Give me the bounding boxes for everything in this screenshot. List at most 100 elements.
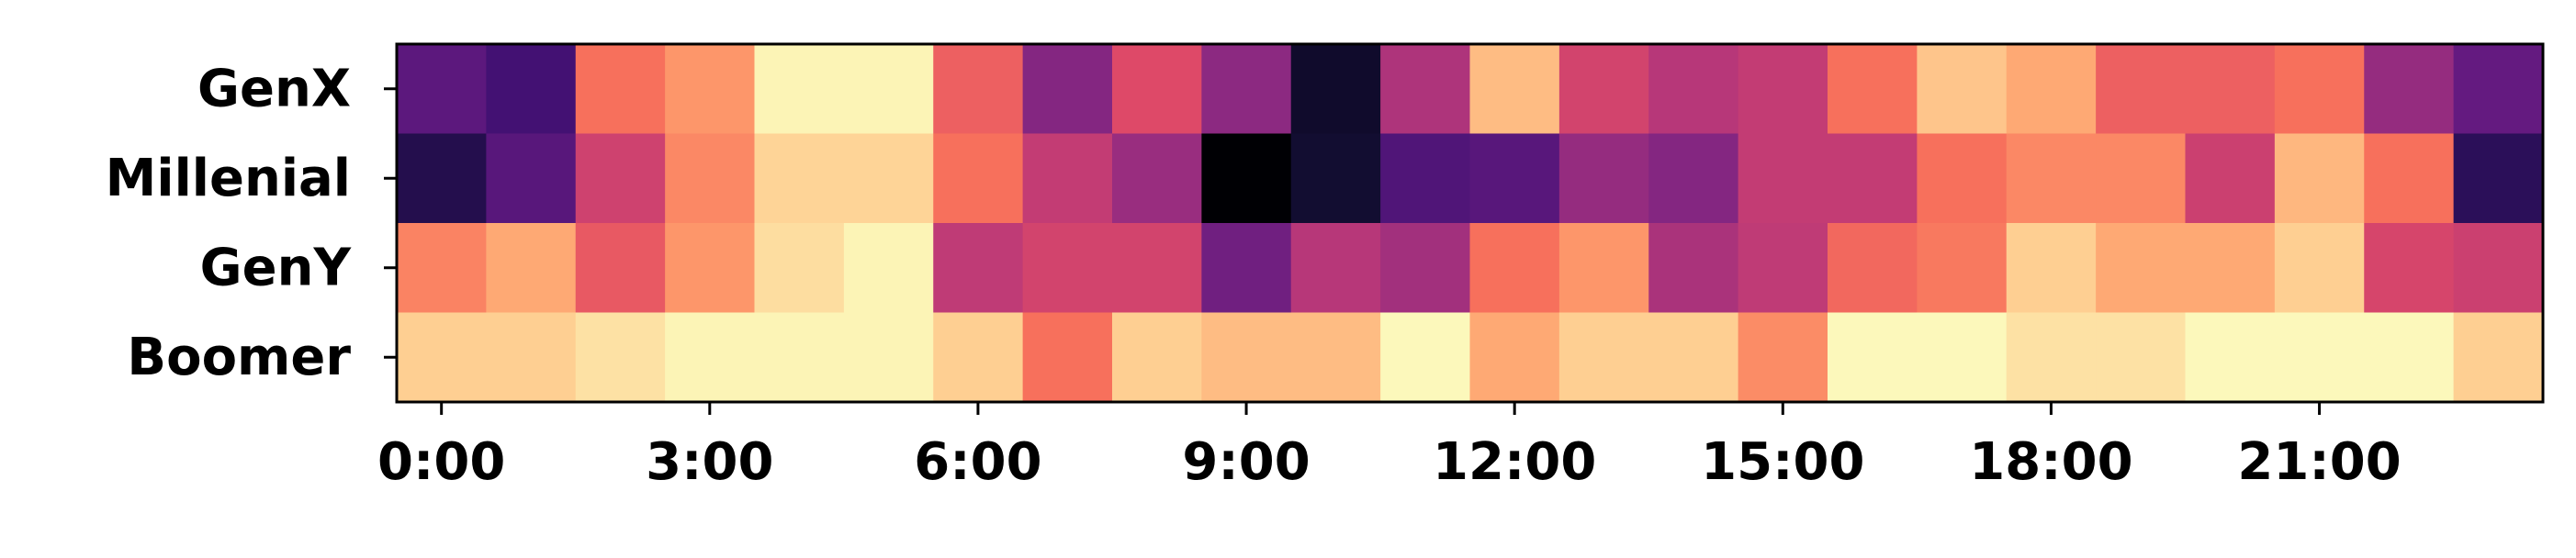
heatmap-cell-geny-10 [1290, 223, 1381, 314]
heatmap-cell-genx-22 [2364, 44, 2455, 135]
heatmap-cell-geny-13 [1558, 223, 1649, 314]
heatmap-cell-geny-20 [2185, 223, 2276, 314]
heatmap-cell-millenial-1 [486, 133, 577, 224]
heatmap-cell-millenial-18 [2006, 133, 2097, 224]
heatmap-cell-millenial-6 [933, 133, 1024, 224]
heatmap-cell-boomer-9 [1201, 312, 1292, 403]
heatmap-cell-boomer-6 [933, 312, 1024, 403]
heatmap-cell-millenial-10 [1290, 133, 1381, 224]
heatmap-cell-geny-2 [575, 223, 666, 314]
heatmap-cell-geny-4 [754, 223, 845, 314]
heatmap-cell-millenial-15 [1738, 133, 1828, 224]
heatmap-cell-millenial-14 [1648, 133, 1739, 224]
heatmap-cell-boomer-3 [665, 312, 756, 403]
heatmap-cell-millenial-9 [1201, 133, 1292, 224]
heatmap-cell-millenial-21 [2274, 133, 2365, 224]
heatmap-cell-genx-20 [2185, 44, 2276, 135]
heatmap-cell-geny-14 [1648, 223, 1739, 314]
x-tick-label: 18:00 [1969, 432, 2132, 492]
heatmap-cell-millenial-19 [2096, 133, 2187, 224]
y-tick-label: Millenial [106, 149, 351, 208]
heatmap-cell-boomer-8 [1112, 312, 1202, 403]
heatmap-cell-boomer-4 [754, 312, 845, 403]
heatmap-cell-millenial-5 [843, 133, 934, 224]
heatmap-cell-genx-1 [486, 44, 577, 135]
heatmap-cell-millenial-22 [2364, 133, 2455, 224]
x-axis: 0:00 3:00 6:00 9:00 12:00 15:00 18:00 21:00 [377, 402, 2402, 492]
heatmap-cell-geny-22 [2364, 223, 2455, 314]
heatmap-cell-geny-6 [933, 223, 1024, 314]
heatmap-cell-boomer-10 [1290, 312, 1381, 403]
heatmap-cell-boomer-7 [1022, 312, 1113, 403]
heatmap-cell-genx-23 [2453, 44, 2544, 135]
heatmap-cell-genx-19 [2096, 44, 2187, 135]
heatmap-cell-boomer-0 [397, 312, 487, 403]
heatmap-cell-genx-0 [397, 44, 487, 135]
heatmap-cell-millenial-16 [1828, 133, 1918, 224]
heatmap-cell-geny-19 [2096, 223, 2187, 314]
heatmap-cell-millenial-12 [1469, 133, 1560, 224]
heatmap-cell-genx-7 [1022, 44, 1113, 135]
heatmap-cell-boomer-20 [2185, 312, 2276, 403]
heatmap-cell-boomer-13 [1558, 312, 1649, 403]
x-tick-label: 21:00 [2237, 432, 2401, 492]
heatmap-cell-geny-5 [843, 223, 934, 314]
heatmap-cell-geny-23 [2453, 223, 2544, 314]
heatmap-cell-boomer-11 [1380, 312, 1471, 403]
heatmap-cell-geny-8 [1112, 223, 1202, 314]
y-tick-label: GenY [200, 238, 353, 297]
heatmap-cell-millenial-7 [1022, 133, 1113, 224]
heatmap-cell-genx-13 [1558, 44, 1649, 135]
heatmap-cell-geny-9 [1201, 223, 1292, 314]
heatmap-cell-boomer-2 [575, 312, 666, 403]
heatmap-cell-boomer-15 [1738, 312, 1828, 403]
heatmap-cell-boomer-5 [843, 312, 934, 403]
heatmap-cell-genx-15 [1738, 44, 1828, 135]
heatmap-cell-millenial-0 [397, 133, 487, 224]
heatmap-cell-millenial-23 [2453, 133, 2544, 224]
heatmap-cell-boomer-23 [2453, 312, 2544, 403]
heatmap-cell-genx-9 [1201, 44, 1292, 135]
heatmap-cell-genx-3 [665, 44, 756, 135]
heatmap-cell-genx-12 [1469, 44, 1560, 135]
heatmap-cell-geny-18 [2006, 223, 2097, 314]
heatmap-cell-millenial-20 [2185, 133, 2276, 224]
heatmap-cell-geny-7 [1022, 223, 1113, 314]
heatmap-cell-genx-17 [1917, 44, 2008, 135]
heatmap-cell-genx-11 [1380, 44, 1471, 135]
heatmap-cell-geny-3 [665, 223, 756, 314]
heatmap-cell-boomer-14 [1648, 312, 1739, 403]
heatmap-cell-geny-0 [397, 223, 487, 314]
heatmap-cell-millenial-17 [1917, 133, 2008, 224]
heatmap-cell-boomer-17 [1917, 312, 2008, 403]
y-tick-label: Boomer [127, 328, 351, 387]
y-axis: GenX Millenial GenY Boomer [106, 59, 397, 387]
x-tick-label: 3:00 [646, 432, 773, 492]
x-tick-label: 12:00 [1433, 432, 1596, 492]
heatmap-cell-boomer-22 [2364, 312, 2455, 403]
heatmap-cell-genx-8 [1112, 44, 1202, 135]
plot-frame [395, 42, 2545, 404]
heatmap-cell-geny-21 [2274, 223, 2365, 314]
heatmap-cell-boomer-1 [486, 312, 577, 403]
heatmap-cell-millenial-2 [575, 133, 666, 224]
heatmap-cell-genx-4 [754, 44, 845, 135]
heatmap-cells [397, 44, 2544, 403]
heatmap-cell-geny-11 [1380, 223, 1471, 314]
heatmap-cell-millenial-8 [1112, 133, 1202, 224]
heatmap-cell-geny-15 [1738, 223, 1828, 314]
heatmap-cell-geny-12 [1469, 223, 1560, 314]
heatmap-cell-genx-18 [2006, 44, 2097, 135]
heatmap-cell-genx-21 [2274, 44, 2365, 135]
heatmap-cell-millenial-13 [1558, 133, 1649, 224]
heatmap-cell-genx-10 [1290, 44, 1381, 135]
heatmap-cell-millenial-3 [665, 133, 756, 224]
heatmap-cell-boomer-18 [2006, 312, 2097, 403]
heatmap-cell-boomer-16 [1828, 312, 1918, 403]
heatmap-cell-geny-1 [486, 223, 577, 314]
heatmap-cell-genx-5 [843, 44, 934, 135]
heatmap-cell-millenial-4 [754, 133, 845, 224]
heatmap-cell-millenial-11 [1380, 133, 1471, 224]
